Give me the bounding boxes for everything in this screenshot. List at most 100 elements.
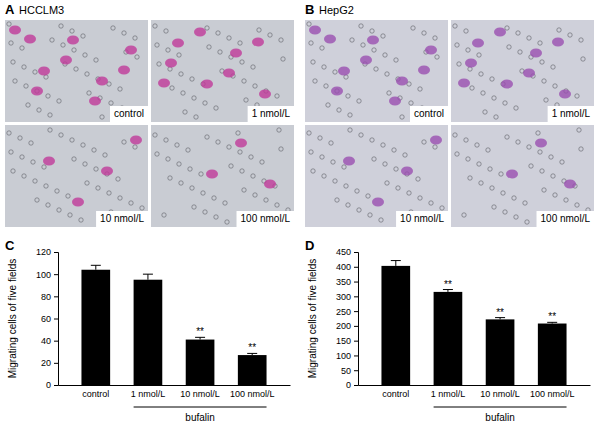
bar xyxy=(381,266,410,385)
pore xyxy=(381,143,385,147)
pore xyxy=(486,148,490,152)
pore xyxy=(503,210,507,214)
pore xyxy=(311,169,315,173)
group-line xyxy=(134,407,267,408)
chart: D******050100150200250300350400450contro… xyxy=(305,238,591,423)
pore xyxy=(333,179,337,183)
pore xyxy=(72,157,76,161)
y-tick-label: 350 xyxy=(336,277,351,287)
pore xyxy=(44,184,48,188)
pore xyxy=(470,86,474,90)
pore xyxy=(422,31,426,35)
pore xyxy=(279,147,283,151)
pore xyxy=(366,194,370,198)
pore xyxy=(564,198,568,202)
x-tick: 10 nmol/L xyxy=(180,385,220,399)
y-tick: 400 xyxy=(336,262,358,272)
x-tick: 1 nmol/L xyxy=(131,385,166,399)
pore xyxy=(177,162,181,166)
pore xyxy=(268,33,272,37)
pore xyxy=(164,29,168,33)
pore xyxy=(322,174,326,178)
pore xyxy=(74,67,78,71)
pore xyxy=(492,205,496,209)
y-tick: 80 xyxy=(41,292,58,302)
pore xyxy=(575,203,579,207)
pore xyxy=(400,115,404,119)
pore xyxy=(494,115,498,119)
pore xyxy=(229,164,233,168)
cell xyxy=(230,49,242,58)
pore xyxy=(394,58,398,62)
group-line xyxy=(434,407,567,408)
pore xyxy=(568,33,572,37)
pore xyxy=(48,113,52,117)
pore xyxy=(31,160,35,164)
bar xyxy=(486,319,515,385)
bar xyxy=(238,355,267,385)
pore xyxy=(307,131,311,135)
y-tick: 450 xyxy=(336,247,358,257)
x-tick-label: control xyxy=(382,389,409,399)
pore xyxy=(118,196,122,200)
pore xyxy=(201,191,205,195)
micrograph: 10 nmol/L xyxy=(305,125,448,227)
bar xyxy=(81,270,110,385)
cell xyxy=(425,46,437,55)
pore xyxy=(83,162,87,166)
cell xyxy=(465,59,477,68)
group-label: bufalin xyxy=(485,412,514,423)
pore xyxy=(37,108,41,112)
plot-area xyxy=(381,261,566,385)
pore xyxy=(355,189,359,193)
micrograph: 100 nmol/L xyxy=(151,125,294,227)
pore xyxy=(411,26,415,30)
pore xyxy=(357,99,361,103)
pore xyxy=(122,140,126,144)
pore xyxy=(103,153,107,157)
pore xyxy=(118,87,122,91)
y-axis: 020406080100120 xyxy=(36,247,59,390)
cell xyxy=(38,67,50,76)
pore xyxy=(275,203,279,207)
pore xyxy=(96,186,100,190)
pore xyxy=(277,128,281,132)
pore xyxy=(59,24,63,28)
pore xyxy=(514,106,518,110)
pore xyxy=(133,145,137,149)
pore xyxy=(264,198,268,202)
pore xyxy=(396,186,400,190)
pore xyxy=(342,165,346,169)
pore xyxy=(177,53,181,57)
pore xyxy=(433,36,437,40)
pore xyxy=(477,53,481,57)
pore xyxy=(199,172,203,176)
pore xyxy=(577,128,581,132)
pore xyxy=(216,31,220,35)
pore xyxy=(514,215,518,219)
pore xyxy=(553,193,557,197)
cell xyxy=(494,28,506,37)
pore xyxy=(140,206,144,210)
y-tick-mark xyxy=(54,274,58,275)
cell xyxy=(430,136,442,145)
pore xyxy=(249,155,253,159)
pore xyxy=(549,155,553,159)
pore xyxy=(186,148,190,152)
pore xyxy=(560,160,564,164)
pore xyxy=(55,189,59,193)
y-axis-line xyxy=(354,253,359,386)
pore xyxy=(212,196,216,200)
pore xyxy=(238,41,242,45)
x-tick: control xyxy=(82,385,109,399)
pore xyxy=(553,84,557,88)
pore xyxy=(464,29,468,33)
pore xyxy=(207,45,211,49)
cell xyxy=(252,38,264,47)
pore xyxy=(579,147,583,151)
y-tick-mark xyxy=(354,282,358,283)
cell xyxy=(331,87,343,96)
pore xyxy=(223,201,227,205)
cell xyxy=(418,66,430,75)
y-tick-mark xyxy=(54,296,58,297)
